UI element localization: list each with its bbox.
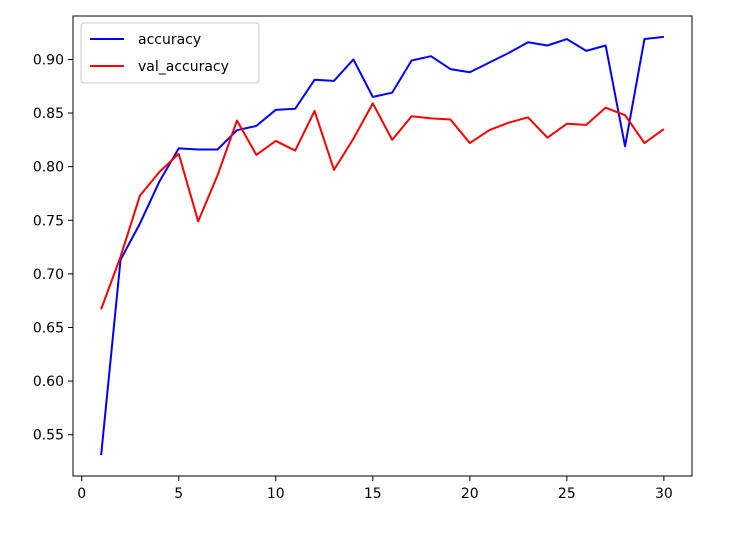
x-tick-label: 15 xyxy=(364,486,382,502)
x-tick-label: 10 xyxy=(267,486,285,502)
x-tick-label: 20 xyxy=(461,486,479,502)
legend-box xyxy=(80,22,260,84)
y-tick-label: 0.60 xyxy=(33,374,64,390)
series-layer xyxy=(100,35,665,456)
legend: accuracy val_accuracy xyxy=(80,22,260,84)
series-line-accuracy xyxy=(100,35,664,456)
y-tick-label: 0.55 xyxy=(33,428,64,444)
x-axis: 0 5 10 15 20 25 30 xyxy=(77,476,673,502)
series-line-val-accuracy xyxy=(100,102,665,310)
y-tick-label: 0.90 xyxy=(33,52,64,68)
y-tick-label: 0.70 xyxy=(33,267,64,283)
x-tick-label: 25 xyxy=(558,486,576,502)
y-axis: 0.55 0.60 0.65 0.70 0.75 0.80 0.85 0.90 xyxy=(33,52,73,444)
legend-label-val-accuracy: val_accuracy xyxy=(138,59,229,75)
legend-label-accuracy: accuracy xyxy=(138,32,201,48)
plot-frame xyxy=(72,15,693,477)
x-tick-label: 5 xyxy=(174,486,183,502)
y-tick-label: 0.65 xyxy=(33,320,64,336)
x-tick-label: 0 xyxy=(77,486,86,502)
y-tick-label: 0.85 xyxy=(33,106,64,122)
y-tick-label: 0.80 xyxy=(33,160,64,176)
x-tick-label: 30 xyxy=(655,486,673,502)
y-tick-label: 0.75 xyxy=(33,213,64,229)
